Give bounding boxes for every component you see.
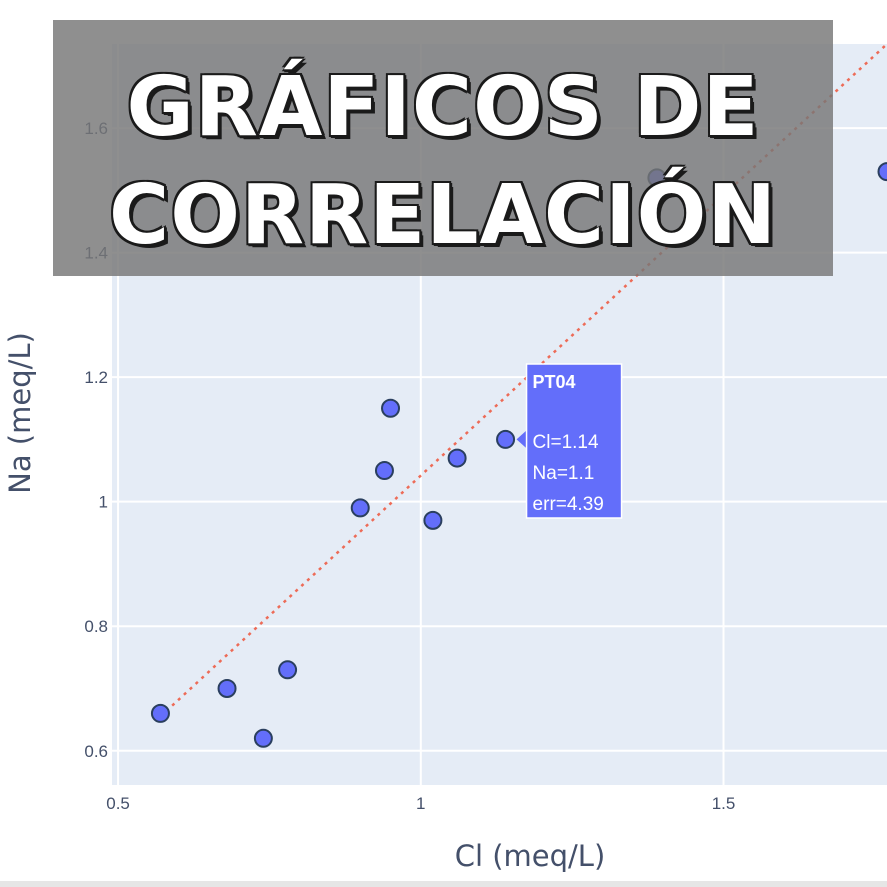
data-point[interactable] <box>447 448 467 468</box>
data-point[interactable] <box>350 498 370 518</box>
x-axis-title: Cl (meq/L) <box>455 839 606 873</box>
banner-title-line-2: CORRELACIÓN <box>109 168 777 263</box>
data-point[interactable] <box>381 398 401 418</box>
y-tick-label: 0.6 <box>84 742 108 761</box>
bottom-divider <box>0 881 887 887</box>
data-point[interactable] <box>496 429 516 449</box>
data-point[interactable] <box>253 728 273 748</box>
tooltip-arrow <box>516 430 527 449</box>
y-tick-label: 1 <box>99 493 108 512</box>
tooltip-line: err=4.39 <box>533 494 604 515</box>
data-point[interactable] <box>423 510 443 530</box>
hover-tooltip: PT04 Cl=1.14 Na=1.1 err=4.39 <box>516 363 623 519</box>
title-banner: GRÁFICOS DE CORRELACIÓN <box>53 20 833 276</box>
y-tick-label: 0.8 <box>84 617 108 636</box>
data-point[interactable] <box>877 162 887 182</box>
tooltip-title: PT04 <box>533 372 576 392</box>
y-axis-title: Na (meq/L) <box>3 332 37 494</box>
data-point[interactable] <box>150 703 170 723</box>
x-tick-label: 0.5 <box>106 794 130 813</box>
data-point[interactable] <box>217 678 237 698</box>
x-tick-label: 1.5 <box>712 794 736 813</box>
data-point[interactable] <box>374 461 394 481</box>
x-tick-label: 1 <box>416 794 425 813</box>
banner-title-line-1: GRÁFICOS DE <box>126 60 760 155</box>
data-point[interactable] <box>278 660 298 680</box>
y-tick-label: 1.2 <box>84 368 108 387</box>
tooltip-box <box>525 363 623 519</box>
tooltip-line: Na=1.1 <box>533 463 595 484</box>
tooltip-line: Cl=1.14 <box>533 432 599 453</box>
